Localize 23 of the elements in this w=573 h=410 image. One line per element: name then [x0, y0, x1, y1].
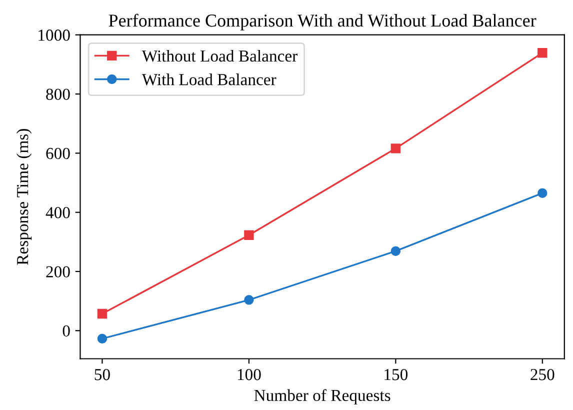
- y-tick-label: 400: [46, 207, 70, 218]
- point: [538, 48, 548, 58]
- point: [244, 295, 254, 305]
- x-tick-label: 100: [238, 368, 261, 380]
- y-axis-title: Response Time (ms): [16, 129, 32, 265]
- point: [390, 144, 401, 154]
- legend-label: With Load Balancer: [142, 74, 276, 86]
- point: [97, 308, 108, 319]
- point: [97, 334, 108, 344]
- y-tick-label: 800: [46, 88, 70, 100]
- x-axis-title: Number of Requests: [254, 389, 390, 404]
- y-tick-label: 0: [62, 325, 70, 337]
- point: [390, 246, 401, 256]
- legend-label: Without Load Balancer: [142, 50, 298, 62]
- x-tick-label: 50: [94, 368, 110, 380]
- x-tick-label: 250: [530, 368, 554, 380]
- x-tick-label: 150: [384, 368, 408, 380]
- y-tick-label: 1000: [38, 30, 70, 41]
- y-tick-label: 600: [46, 148, 70, 160]
- point: [244, 230, 254, 240]
- chart-title: Performance Comparison With and Without Load Balancer: [108, 14, 536, 30]
- point: [538, 188, 548, 198]
- y-tick-label: 200: [46, 266, 70, 278]
